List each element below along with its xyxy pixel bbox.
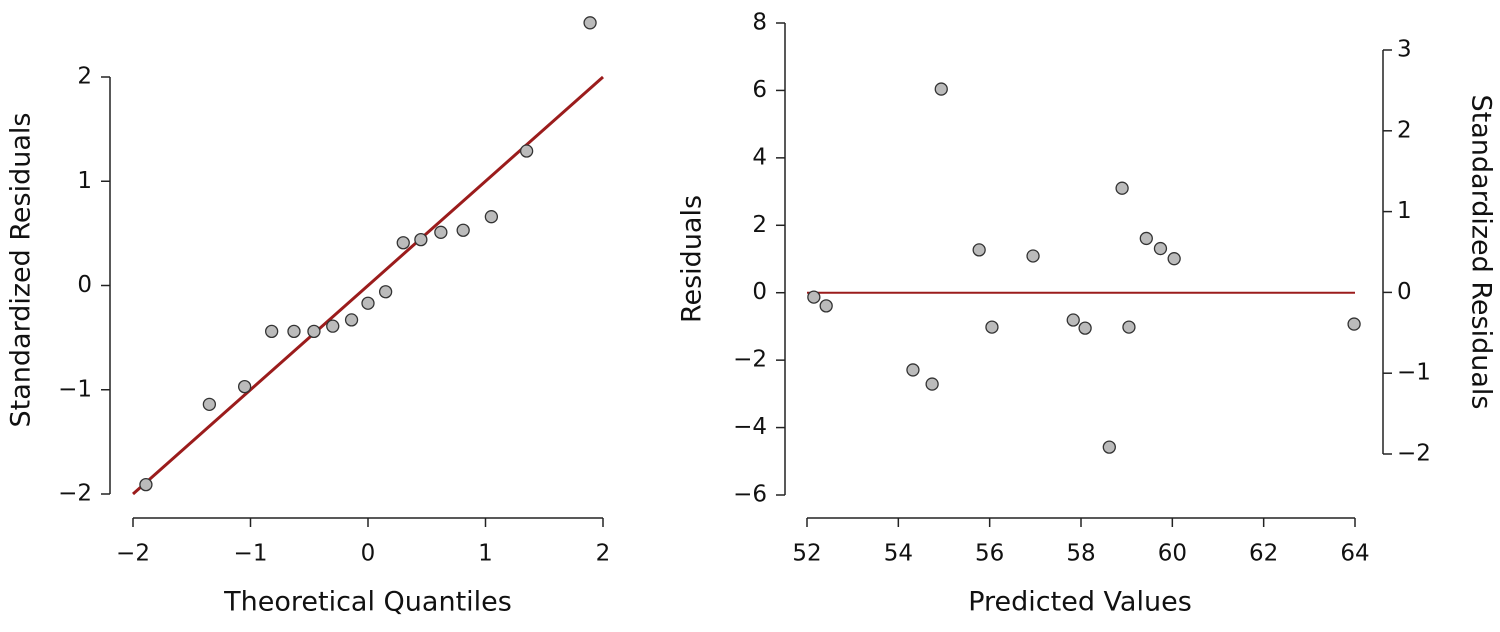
point (344, 313, 359, 327)
x-tick-label: 58 (1066, 541, 1095, 567)
x-tick-label: 52 (792, 541, 821, 567)
x-tick-label: −2 (116, 541, 150, 567)
point (139, 477, 153, 492)
point (202, 397, 217, 411)
point (361, 296, 375, 310)
y-tick-label: 0 (752, 279, 767, 305)
point (396, 236, 410, 250)
x-tick-label: 60 (1158, 541, 1187, 567)
y2-tick-label: 0 (1397, 279, 1412, 305)
point (807, 290, 821, 304)
point (378, 285, 393, 299)
x-tick-label: 64 (1340, 541, 1369, 567)
x-tick-label: 1 (478, 541, 493, 567)
point (326, 319, 340, 333)
x-tick-label: 0 (361, 541, 376, 567)
point (1115, 181, 1129, 195)
point (1153, 241, 1168, 256)
point (484, 210, 499, 224)
y-tick-label: −6 (733, 482, 767, 508)
point (434, 225, 448, 239)
y2-tick-label: −2 (1397, 441, 1431, 467)
y-tick-label: 8 (752, 10, 767, 36)
y-tick-label: 2 (77, 64, 92, 90)
y-tick-label: 0 (77, 272, 92, 298)
y2-tick-label: 3 (1397, 37, 1412, 63)
y-axis-label: Standardized Residuals (6, 113, 37, 428)
point (1122, 320, 1136, 334)
y-tick-label: 6 (752, 77, 767, 103)
y-axis-label: Residuals (677, 195, 708, 323)
x-tick-label: 56 (975, 541, 1004, 567)
y2-axis-label: Standardized Residuals (1466, 95, 1497, 410)
point (287, 324, 301, 339)
y2-tick-label: 2 (1397, 117, 1412, 143)
point (985, 320, 999, 334)
point (414, 232, 428, 247)
x-axis-label: Theoretical Quantiles (223, 587, 512, 618)
point (237, 379, 252, 394)
point (934, 82, 948, 96)
point (1078, 321, 1092, 335)
x-tick-label: 62 (1249, 541, 1278, 567)
y2-tick-label: −1 (1397, 360, 1431, 386)
point (1026, 249, 1040, 263)
point (583, 16, 597, 30)
x-tick-label: 54 (884, 541, 913, 567)
y-tick-label: −1 (58, 376, 92, 402)
point (456, 223, 470, 237)
point (307, 324, 321, 339)
point (972, 243, 986, 257)
point (1139, 231, 1153, 246)
point (519, 144, 534, 158)
point (819, 299, 833, 313)
point (1167, 252, 1181, 266)
y2-tick-label: 1 (1397, 198, 1412, 224)
y-tick-label: 1 (77, 168, 92, 194)
point (925, 377, 939, 391)
x-tick-label: −1 (234, 541, 268, 567)
x-tick-label: 2 (596, 541, 611, 567)
y-tick-label: −4 (733, 414, 767, 440)
y-tick-label: −2 (733, 347, 767, 373)
point (1347, 317, 1361, 331)
point (1066, 313, 1080, 327)
reference-line (132, 75, 604, 496)
point (1102, 440, 1116, 454)
y-tick-label: 2 (752, 212, 767, 238)
x-axis-label: Predicted Values (968, 587, 1192, 618)
y-tick-label: 4 (752, 144, 767, 170)
y-tick-label: −2 (58, 481, 92, 507)
point (264, 324, 279, 339)
point (906, 363, 920, 377)
